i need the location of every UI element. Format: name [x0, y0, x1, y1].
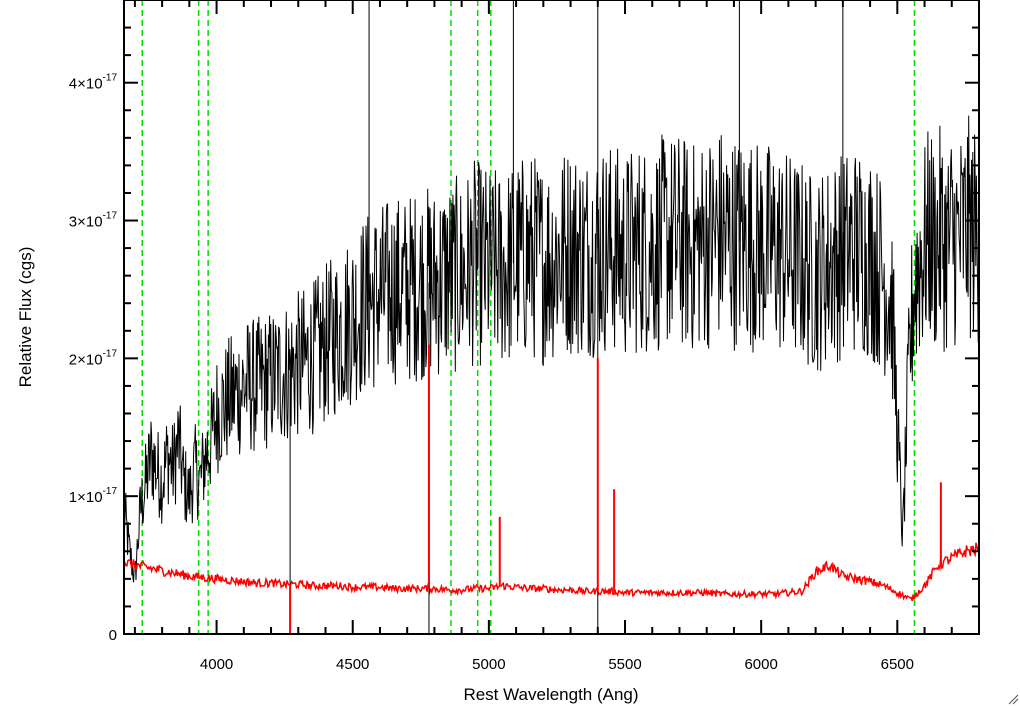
vertical-marker-lines	[141, 0, 916, 634]
series-lines	[123, 115, 980, 602]
y-tick-label: 0	[109, 627, 117, 644]
y-tick-label: 3×10-17	[69, 211, 118, 231]
resize-grip-icon[interactable]	[1008, 694, 1019, 705]
x-tick-label: 5000	[472, 656, 505, 673]
x-tick-label: 4000	[200, 656, 233, 673]
series-line-0	[123, 115, 980, 583]
series-line-1	[123, 542, 980, 602]
x-tick-label: 5500	[608, 656, 641, 673]
x-tick-label: 4500	[336, 656, 369, 673]
y-tick-label: 2×10-17	[69, 348, 118, 368]
axes: 4000 4500 5000 5500 6000 6500 0 1×10-17 2×10-17 3…	[69, 0, 980, 673]
spike-lines	[289, 0, 942, 634]
y-tick-label: 1×10-17	[69, 486, 118, 506]
x-axis-title: Rest Wavelength (Ang)	[463, 685, 638, 704]
y-axis-title: Relative Flux (cgs)	[16, 247, 35, 388]
plot-frame	[123, 0, 980, 635]
x-tick-label: 6000	[744, 656, 777, 673]
y-tick-label: 4×10-17	[69, 73, 118, 93]
x-tick-label: 6500	[881, 656, 914, 673]
